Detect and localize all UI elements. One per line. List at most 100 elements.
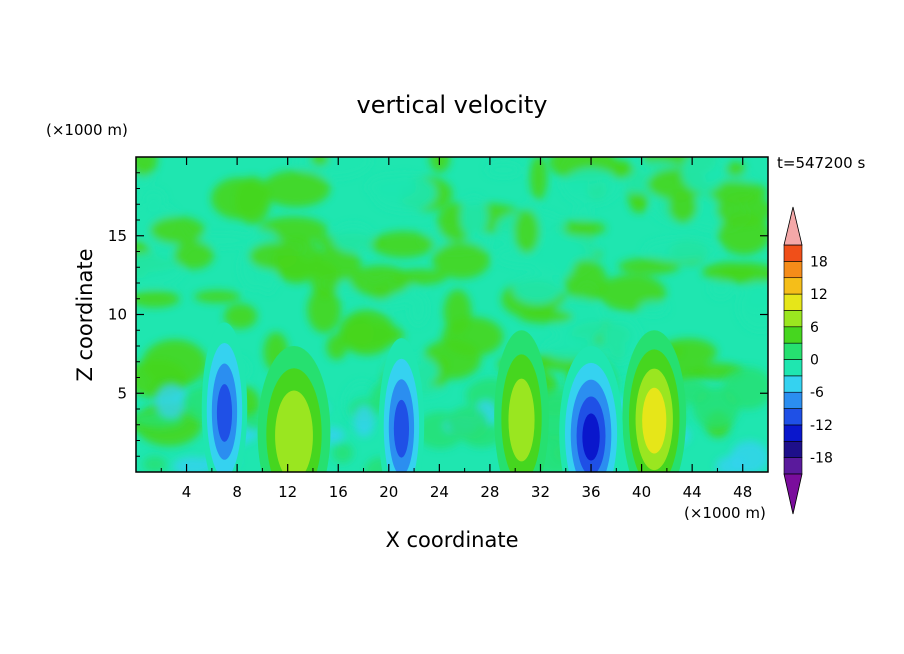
texture-patch (136, 157, 158, 177)
colorbar-swatch (783, 261, 803, 279)
texture-patch (725, 161, 746, 177)
texture-patch (611, 160, 632, 179)
colorbar-swatch (783, 244, 803, 262)
texture-patch (717, 213, 768, 255)
x-tick-label: 32 (531, 483, 550, 501)
colorbar: 18 12 6 0 -6 -12 -18 (783, 206, 833, 515)
texture-patch (552, 297, 606, 345)
contour-band (582, 413, 600, 461)
colorbar-tick-label: -12 (810, 418, 833, 434)
colorbar-swatch (783, 391, 803, 409)
colorbar-tick-label: -18 (810, 451, 833, 467)
x-tick-label: 48 (733, 483, 752, 501)
texture-patch (194, 290, 241, 303)
colorbar-swatch (783, 310, 803, 328)
contour-band (275, 390, 313, 472)
colorbar-swatch (783, 293, 803, 311)
texture-patch (486, 163, 521, 177)
velocity-features (201, 322, 687, 472)
x-axis: 4 8 12 16 20 24 28 32 36 40 44 48 (160, 157, 752, 501)
colorbar-tick-label: 0 (810, 353, 819, 369)
texture-patch (513, 209, 540, 254)
texture-patch (372, 173, 437, 212)
contour-band (508, 378, 535, 462)
texture-patch (639, 301, 668, 316)
texture-patch (575, 204, 592, 222)
colorbar-swatch (783, 359, 803, 377)
colorbar-swatch (783, 342, 803, 360)
colorbar-swatch (783, 440, 803, 458)
colorbar-swatch (783, 277, 803, 295)
texture-patch (460, 196, 488, 238)
downdraft-cell (378, 338, 425, 472)
updraft-cell (257, 346, 331, 472)
x-tick-label: 16 (329, 483, 348, 501)
colorbar-swatch (783, 375, 803, 393)
colorbar-tick-label: 18 (810, 254, 828, 270)
downdraft-cell (201, 322, 248, 472)
texture-patch (562, 168, 620, 205)
texture-patch (224, 303, 258, 329)
texture-patch (371, 231, 435, 258)
texture-patch (143, 455, 167, 472)
colorbar-tick-label: 6 (810, 320, 819, 336)
downdraft-cell (559, 346, 623, 472)
z-tick-label: 5 (117, 384, 127, 402)
texture-patch (307, 287, 341, 333)
texture-patch (550, 232, 576, 279)
texture-patch (741, 281, 768, 313)
colorbar-under-arrow (783, 473, 803, 515)
texture-patch (261, 170, 331, 207)
x-unit-label: (×1000 m) (684, 504, 766, 522)
texture-patch (173, 456, 212, 472)
texture-patch (310, 246, 362, 282)
contour-band (216, 384, 233, 442)
x-tick-label: 12 (278, 483, 297, 501)
texture-patch (529, 157, 548, 201)
z-axis-label: Z coordinate (73, 248, 97, 381)
x-tick-label: 40 (632, 483, 651, 501)
texture-patch (644, 238, 719, 262)
texture-patch (142, 189, 166, 210)
z-tick-label: 15 (108, 227, 127, 245)
texture-patch (432, 242, 491, 279)
z-tick-label: 10 (108, 306, 127, 324)
texture-patch (709, 278, 733, 299)
plot-area (136, 157, 768, 472)
contour-band (393, 399, 410, 458)
texture-patch (408, 292, 428, 326)
x-tick-label: 4 (182, 483, 192, 501)
chart-title: vertical velocity (357, 91, 548, 119)
x-tick-label: 44 (683, 483, 702, 501)
x-tick-label: 36 (581, 483, 600, 501)
x-tick-label: 24 (430, 483, 449, 501)
texture-patch (601, 317, 642, 362)
texture-patch (331, 442, 354, 464)
texture-patch (447, 406, 489, 441)
texture-patch (173, 240, 214, 270)
texture-patch (564, 259, 607, 303)
updraft-cell (622, 330, 687, 472)
x-tick-label: 20 (379, 483, 398, 501)
colorbar-swatch (783, 326, 803, 344)
texture-patch (681, 157, 726, 193)
texture-patch (234, 176, 271, 225)
texture-patch (618, 258, 680, 275)
texture-patch (310, 157, 329, 167)
texture-patch (629, 192, 649, 214)
texture-patch (345, 314, 374, 350)
colorbar-swatch (783, 408, 803, 426)
texture-patch (702, 262, 756, 282)
updraft-cell (494, 330, 549, 472)
colorbar-tick-label: -6 (810, 385, 824, 401)
colorbar-over-arrow (783, 206, 803, 246)
time-label: t=547200 s (777, 154, 865, 172)
colorbar-swatch (783, 457, 803, 475)
texture-patch (730, 440, 768, 472)
texture-patch (353, 405, 375, 438)
texture-patch (513, 276, 562, 304)
texture-patch (136, 290, 180, 308)
colorbar-tick-label: 12 (810, 287, 828, 303)
x-axis-label: X coordinate (385, 528, 518, 552)
